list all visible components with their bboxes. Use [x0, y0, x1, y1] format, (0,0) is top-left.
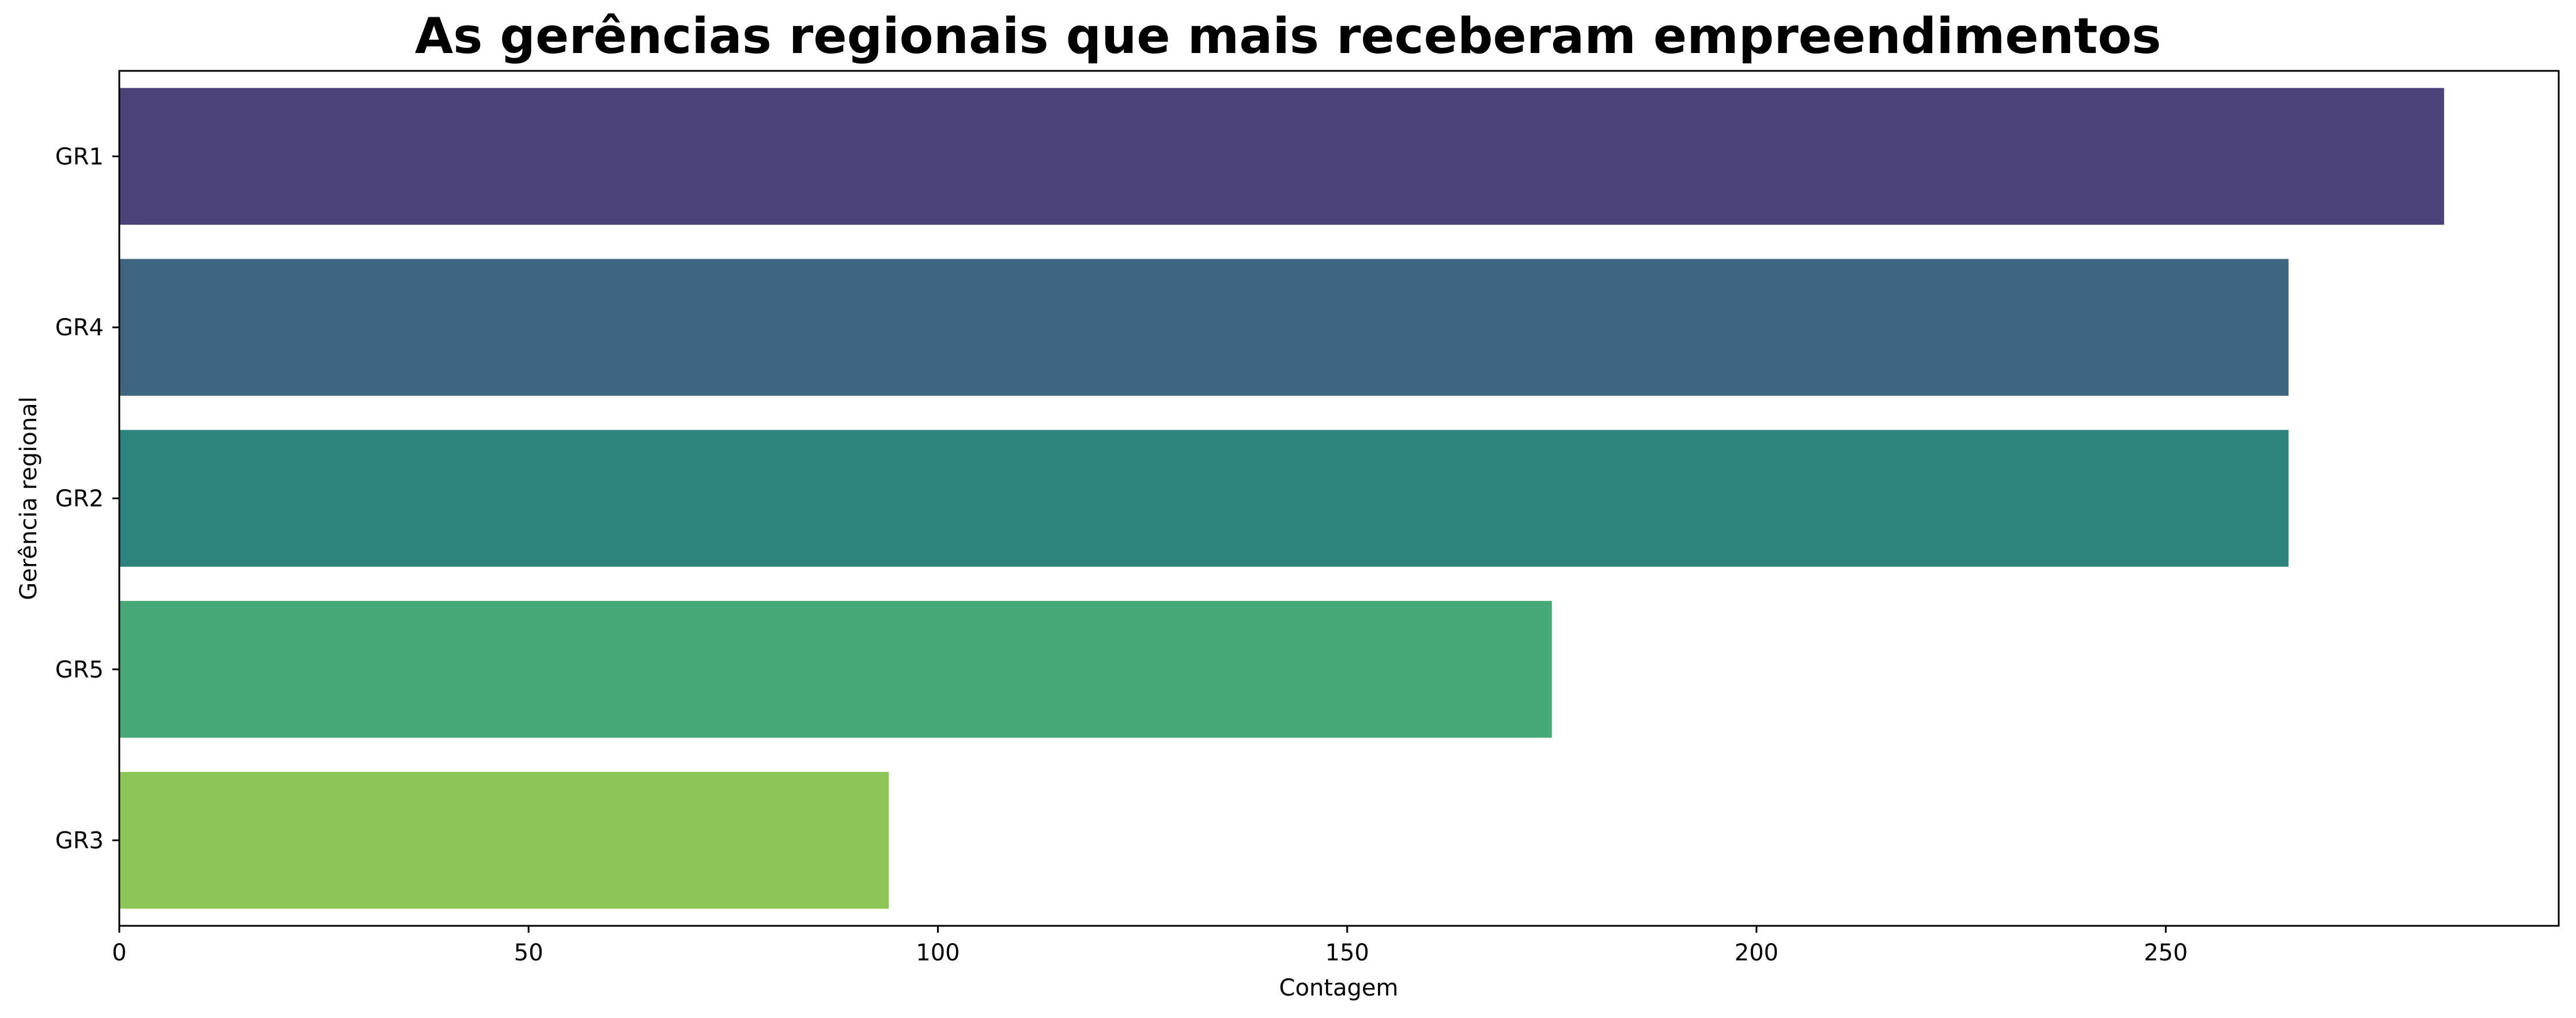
y-tick-label: GR4 [55, 315, 104, 341]
bar-gr5 [119, 601, 1552, 738]
bar-gr3 [119, 771, 889, 909]
x-tick-label: 250 [2144, 940, 2188, 966]
y-tick-label: GR2 [55, 486, 104, 512]
x-axis-ticks: 0 50 100 150 200 250 [112, 926, 2188, 966]
y-tick-label: GR3 [55, 828, 104, 854]
chart-title: As gerências regionais que mais recebera… [415, 7, 2162, 65]
y-tick-label: GR1 [55, 143, 104, 170]
x-tick-label: 200 [1735, 940, 1778, 966]
x-tick-label: 0 [112, 940, 126, 966]
x-tick-label: 100 [916, 940, 960, 966]
bar-gr4 [119, 259, 2289, 396]
y-tick-label: GR5 [55, 657, 104, 683]
y-axis-ticks: GR1 GR4 GR2 GR5 GR3 [55, 143, 119, 854]
bar-gr2 [119, 430, 2289, 567]
x-axis-label: Contagem [1279, 975, 1399, 1001]
x-tick-label: 150 [1325, 940, 1369, 966]
y-axis-label: Gerência regional [16, 396, 42, 600]
x-tick-label: 50 [514, 940, 543, 966]
bar-gr1 [119, 88, 2445, 225]
bars-group [119, 88, 2445, 909]
